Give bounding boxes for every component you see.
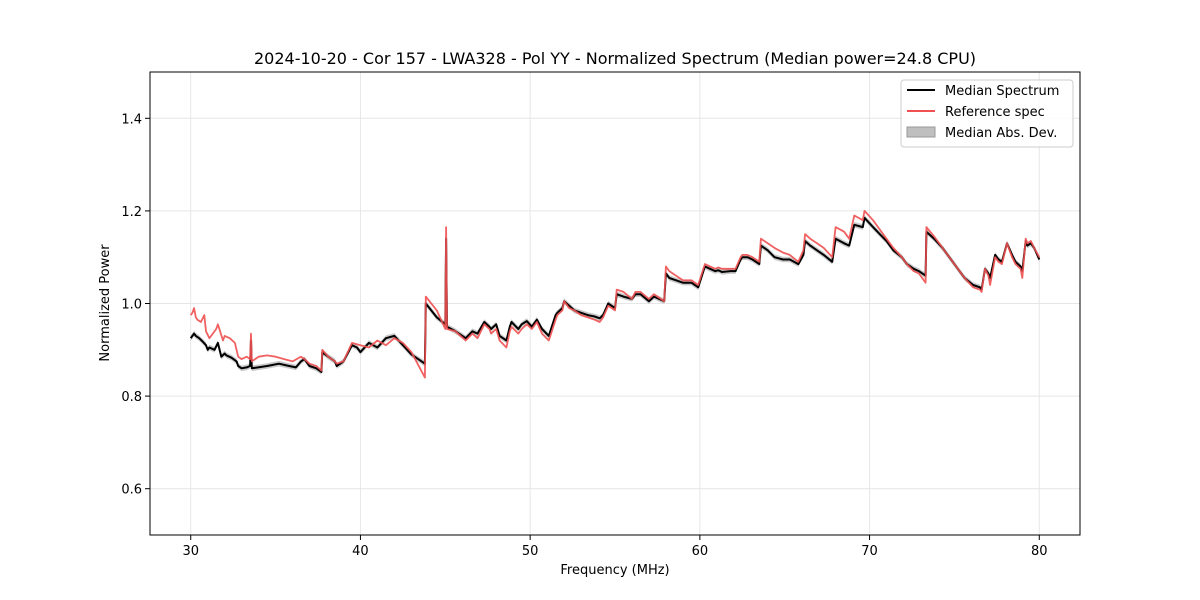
legend-reference-label: Reference spec [945, 105, 1045, 120]
x-axis-label: Frequency (MHz) [560, 563, 669, 578]
x-tick-label: 80 [1031, 544, 1048, 559]
y-tick-label: 0.6 [121, 483, 142, 498]
x-tick-label: 70 [861, 544, 878, 559]
reference-spec-line [189, 209, 1041, 379]
y-tick-label: 1.0 [121, 298, 142, 313]
legend-box [900, 79, 1074, 148]
legend-mad-swatch [906, 126, 936, 138]
chart-title: 2024-10-20 - Cor 157 - LWA328 - Pol YY -… [254, 49, 976, 68]
mad-band [190, 215, 1040, 375]
legend-median-label: Median Spectrum [945, 84, 1059, 99]
x-tick-label: 40 [352, 544, 369, 559]
x-tick-label: 30 [182, 544, 199, 559]
y-axis-label: Normalized Power [98, 244, 113, 362]
series-layer [189, 209, 1041, 379]
mad-band-layer [190, 215, 1040, 375]
ticks: 30 40 50 60 70 80 0.6 0.8 1.0 1.2 1.4 [121, 112, 1047, 559]
x-tick-label: 60 [692, 544, 709, 559]
x-tick-label: 50 [522, 544, 539, 559]
y-tick-label: 1.4 [121, 112, 142, 127]
y-tick-label: 0.8 [121, 390, 142, 405]
legend: Median Spectrum Reference spec Median Ab… [900, 79, 1074, 148]
legend-mad-label: Median Abs. Dev. [945, 126, 1057, 141]
y-tick-label: 1.2 [121, 205, 142, 220]
